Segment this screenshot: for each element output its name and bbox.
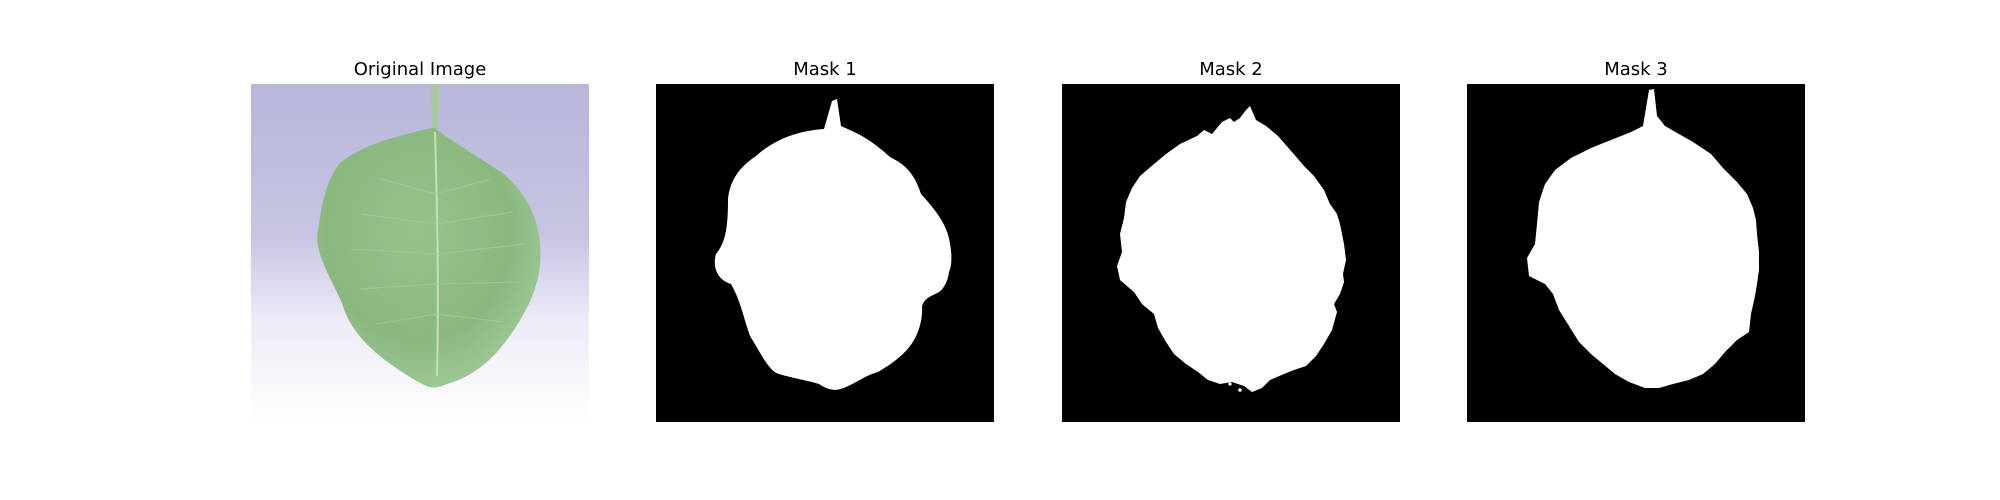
panel-title: Original Image bbox=[353, 59, 487, 80]
panel-title: Mask 2 bbox=[1199, 59, 1263, 80]
panel-title: Mask 3 bbox=[1604, 59, 1668, 80]
original-leaf-image bbox=[251, 84, 589, 422]
mask-2-image bbox=[1062, 84, 1400, 422]
mask-1-image bbox=[656, 84, 994, 422]
mask-3-image bbox=[1467, 84, 1805, 422]
panel-title: Mask 1 bbox=[793, 59, 857, 80]
